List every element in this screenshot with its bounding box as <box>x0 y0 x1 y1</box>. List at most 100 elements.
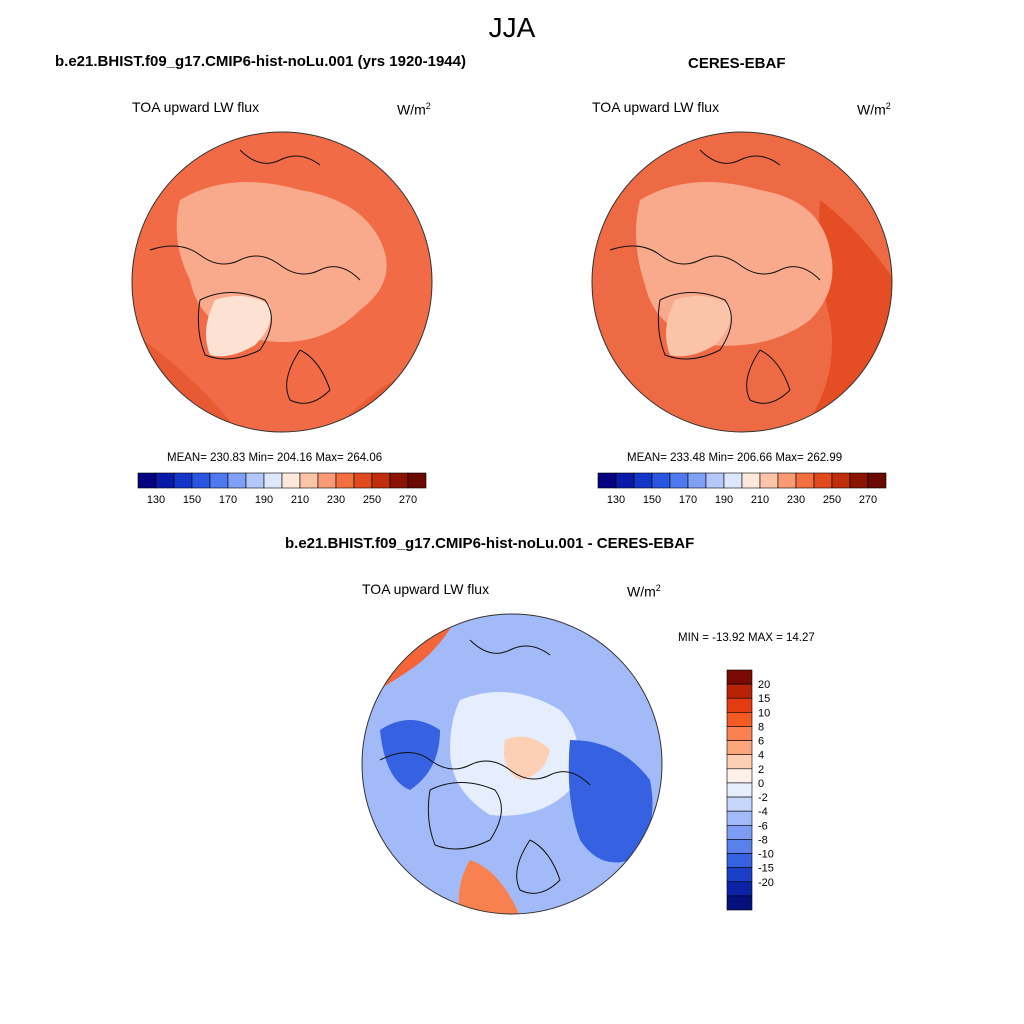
colorbar-right-swatch <box>831 472 851 489</box>
panel-left-variable-label: TOA upward LW flux <box>132 99 260 115</box>
colorbar-right-swatch <box>813 472 833 489</box>
colorbar-right-swatch <box>651 472 671 489</box>
panel-left-stats: MEAN= 230.83 Min= 204.16 Max= 264.06 <box>167 452 383 464</box>
panel-diff-title: b.e21.BHIST.f09_g17.CMIP6-hist-noLu.001 … <box>285 535 695 552</box>
colorbar-diff-tick-label: 8 <box>758 721 764 733</box>
colorbar-right-tick-label: 210 <box>751 494 769 506</box>
colorbar-diff-tick-label: -10 <box>758 849 774 861</box>
colorbar-right: 130 150 170 190 210 230 250 270 <box>597 472 887 506</box>
colorbar-left-swatch <box>227 472 247 489</box>
colorbar-right-swatch <box>849 472 869 489</box>
colorbar-right-tick-label: 170 <box>679 494 697 506</box>
colorbar-diff-swatch <box>726 810 753 826</box>
map-right-greenland <box>666 296 731 357</box>
map-right-frame <box>591 131 893 433</box>
map-diff-frame <box>361 613 663 915</box>
colorbar-diff-tick-label: 0 <box>758 778 764 790</box>
map-right-arctic-region <box>636 182 833 346</box>
map-right <box>591 131 893 433</box>
colorbar-left-tick-label: 150 <box>183 494 201 506</box>
colorbar-diff-swatch <box>726 867 753 883</box>
colorbar-right-swatch <box>669 472 689 489</box>
colorbar-right-tick-label: 190 <box>715 494 733 506</box>
colorbar-left-swatch <box>191 472 211 489</box>
colorbar-right-tick-label: 270 <box>859 494 877 506</box>
colorbar-left-swatch <box>209 472 229 489</box>
colorbar-left-tick-label: 250 <box>363 494 381 506</box>
colorbar-diff-swatch <box>726 796 753 812</box>
map-left-warm-region <box>132 330 432 432</box>
colorbar-right-swatch <box>723 472 743 489</box>
map-diff-cold-region <box>380 720 653 863</box>
colorbar-diff-tick-label: 4 <box>758 750 764 762</box>
colorbar-left-swatch <box>353 472 373 489</box>
colorbar-diff-swatch <box>726 754 753 770</box>
colorbar-diff-swatch <box>726 768 753 784</box>
panel-diff-units: W/m2 <box>627 583 661 600</box>
colorbar-diff-tick-label: -6 <box>758 820 768 832</box>
colorbar-diff-tick-label: 6 <box>758 736 764 748</box>
map-left <box>131 131 433 433</box>
map-left-frame <box>131 131 433 433</box>
colorbar-left: 130 150 170 190 210 230 250 270 <box>137 472 427 506</box>
colorbar-right-swatch <box>777 472 797 489</box>
panel-right-variable-label: TOA upward LW flux <box>592 99 720 115</box>
panel-left-title: b.e21.BHIST.f09_g17.CMIP6-hist-noLu.001 … <box>55 53 466 70</box>
map-diff-warm-patch <box>504 736 550 780</box>
map-left-greenland <box>206 296 271 357</box>
colorbar-diff-swatch <box>726 712 753 727</box>
colorbar-right-swatch <box>687 472 707 489</box>
colorbar-left-swatch <box>299 472 319 489</box>
colorbar-diff-swatch <box>726 697 753 713</box>
colorbar-right-swatch <box>597 472 617 489</box>
colorbar-left-swatch <box>389 472 409 489</box>
colorbar-diff-swatch <box>726 683 753 699</box>
colorbar-diff-tick-label: -8 <box>758 834 768 846</box>
colorbar-left-swatch <box>155 472 175 489</box>
colorbar-diff-swatch <box>726 895 753 911</box>
colorbar-right-swatch <box>795 472 815 489</box>
map-left-coastline <box>149 149 361 404</box>
panel-diff-variable-label: TOA upward LW flux <box>362 581 490 597</box>
colorbar-right-swatch <box>759 472 779 489</box>
colorbar-diff-swatch <box>726 881 753 897</box>
panel-right-stats: MEAN= 233.48 Min= 206.66 Max= 262.99 <box>627 452 843 464</box>
colorbar-right-swatch <box>867 472 887 489</box>
colorbar-right-tick-label: 130 <box>607 494 625 506</box>
colorbar-left-tick-label: 270 <box>399 494 417 506</box>
colorbar-left-tick-label: 230 <box>327 494 345 506</box>
colorbar-diff-swatch <box>726 740 753 756</box>
colorbar-right-swatch <box>705 472 725 489</box>
colorbar-left-swatch <box>173 472 193 489</box>
colorbar-left-tick-label: 210 <box>291 494 309 506</box>
colorbar-right-tick-label: 230 <box>787 494 805 506</box>
colorbar-left-swatch <box>407 472 427 489</box>
panel-right-units: W/m2 <box>857 101 891 118</box>
colorbar-left-tick-label: 130 <box>147 494 165 506</box>
colorbar-diff-tick-label: 2 <box>758 764 764 776</box>
colorbar-right-swatch <box>615 472 635 489</box>
colorbar-diff-swatch <box>726 839 753 854</box>
colorbar-right-swatch <box>633 472 653 489</box>
colorbar-right-tick-label: 150 <box>643 494 661 506</box>
colorbar-diff-tick-label: -15 <box>758 863 774 875</box>
map-right-coastline <box>609 149 821 404</box>
colorbar-diff-tick-label: 20 <box>758 679 770 691</box>
figure-title: JJA <box>488 12 536 43</box>
colorbar-diff-tick-label: -4 <box>758 806 768 818</box>
colorbar-diff-swatch <box>726 824 753 840</box>
colorbar-right-swatch <box>741 472 761 489</box>
panel-right-title: CERES-EBAF <box>688 55 786 72</box>
panel-left-units: W/m2 <box>397 101 431 118</box>
colorbar-diff-tick-label: -20 <box>758 877 774 889</box>
colorbar-left-swatch <box>245 472 265 489</box>
panel-diff-stats: MIN = -13.92 MAX = 14.27 <box>678 632 815 644</box>
colorbar-left-swatch <box>137 472 157 489</box>
colorbar-diff-swatch <box>726 669 753 685</box>
colorbar-diff-tick-label: -2 <box>758 792 768 804</box>
colorbar-left-swatch <box>371 472 391 489</box>
map-diff <box>361 613 663 915</box>
colorbar-diff-tick-label: 10 <box>758 707 770 719</box>
colorbar-left-swatch <box>317 472 337 489</box>
